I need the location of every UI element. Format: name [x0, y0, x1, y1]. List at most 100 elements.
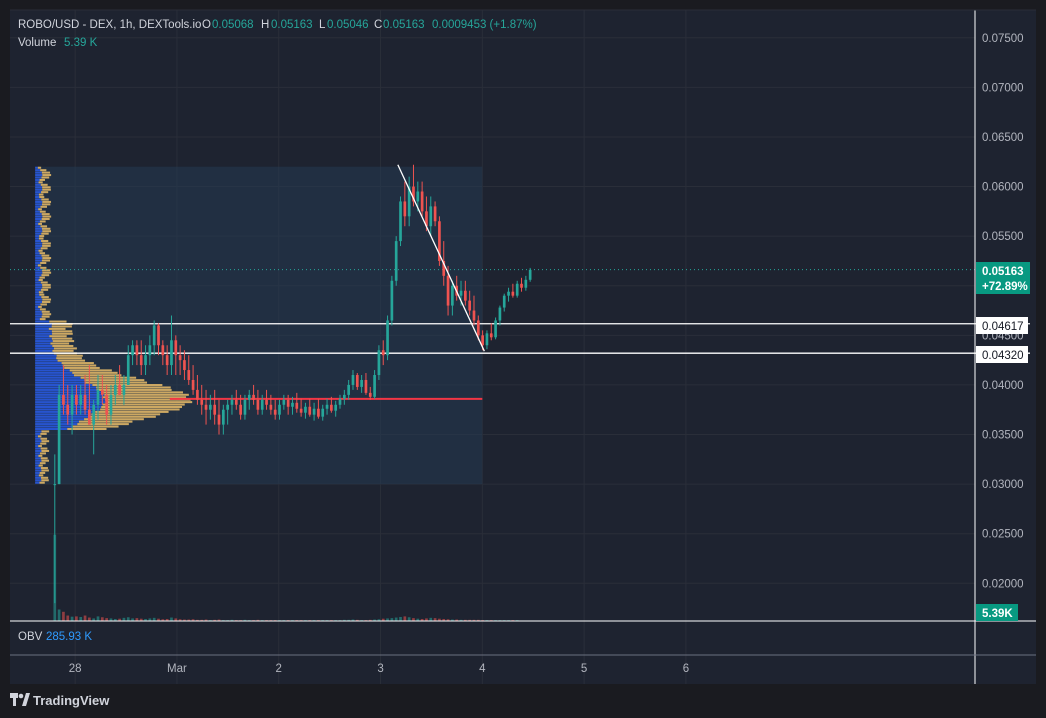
- candle-body: [204, 404, 208, 410]
- candle-body: [390, 280, 394, 321]
- candle-body: [200, 399, 204, 405]
- volume-bar: [342, 619, 346, 621]
- volume-bar: [92, 618, 96, 621]
- volume-profile-row-down: [40, 447, 48, 450]
- volume-profile-row-down: [39, 235, 45, 238]
- volume-bar: [459, 619, 463, 621]
- candle-body: [291, 402, 294, 407]
- volume-profile-row-up: [35, 476, 42, 479]
- candle-body: [420, 191, 424, 212]
- candle-body: [122, 384, 126, 395]
- volume-profile-box: [35, 166, 483, 485]
- volume-profile-row-up: [35, 215, 43, 218]
- volume-profile-row-down: [40, 281, 48, 284]
- volume-bar: [412, 618, 415, 621]
- candle-body: [308, 406, 312, 415]
- volume-profile-row-down: [38, 237, 44, 240]
- volume-profile-row-up: [35, 376, 81, 379]
- obv-label[interactable]: OBV: [18, 631, 43, 643]
- volume-profile-row-up: [35, 427, 68, 431]
- candle-body: [317, 408, 320, 417]
- volume-profile-row-down: [69, 369, 112, 372]
- tradingview-logo-icon[interactable]: [10, 693, 30, 706]
- volume-profile-row-up: [35, 437, 41, 440]
- volume-bar: [79, 616, 83, 621]
- volume-profile-row-up: [35, 357, 57, 360]
- volume-profile-row-up: [35, 474, 39, 477]
- candle-body: [360, 379, 363, 387]
- volume-bar: [100, 617, 104, 621]
- symbol-title[interactable]: ROBO/USD - DEX, 1h, DEXTools.io: [18, 19, 201, 31]
- candle-body: [386, 320, 389, 356]
- ohlc-o-value: 0.05068: [212, 19, 254, 31]
- candle-body: [92, 404, 96, 425]
- candle-body: [269, 404, 273, 410]
- y-tick-label: 0.05500: [982, 231, 1024, 243]
- volume-bar: [122, 617, 126, 621]
- volume-profile-row-up: [35, 274, 42, 277]
- candle-body: [347, 384, 350, 395]
- candle-body: [438, 221, 441, 261]
- volume-profile-row-down: [52, 340, 75, 343]
- volume-profile-row-up: [35, 237, 39, 240]
- candle-body: [174, 340, 178, 356]
- volume-label[interactable]: Volume: [18, 37, 56, 49]
- volume-bar: [148, 618, 152, 621]
- volume-profile-row-up: [35, 205, 41, 208]
- volume-profile-row-down: [42, 283, 51, 286]
- volume-bar: [83, 615, 87, 621]
- volume-bar: [420, 618, 424, 621]
- volume-profile-row-up: [35, 347, 54, 350]
- tradingview-brand[interactable]: TradingView: [33, 693, 110, 708]
- volume-profile-row-up: [35, 169, 41, 172]
- volume-bar: [438, 618, 441, 621]
- candle-body: [165, 355, 169, 366]
- volume-profile-row-up: [35, 230, 43, 233]
- volume-bar: [429, 617, 433, 621]
- volume-profile-row-down: [84, 379, 145, 382]
- volume-bar: [200, 619, 204, 621]
- volume-profile-row-up: [35, 208, 39, 211]
- volume-profile-row-up: [35, 225, 41, 228]
- last-price-value: 0.05163: [982, 266, 1024, 278]
- volume-bar: [256, 619, 260, 621]
- volume-profile-row-up: [35, 327, 49, 330]
- volume-bar: [213, 619, 217, 621]
- volume-profile-row-up: [35, 222, 39, 225]
- volume-bar: [131, 618, 134, 621]
- volume-profile-row-up: [35, 447, 41, 450]
- volume-profile-row-down: [42, 313, 52, 316]
- volume-bar: [433, 618, 437, 621]
- volume-profile-row-down: [67, 427, 107, 431]
- candle-body: [464, 290, 467, 301]
- volume-profile-row-down: [103, 396, 187, 399]
- volume-profile-row-down: [41, 203, 51, 206]
- candle-body: [252, 394, 255, 400]
- volume-profile-row-down: [42, 298, 52, 301]
- volume-profile-row-up: [35, 462, 40, 465]
- volume-bar: [407, 617, 411, 621]
- volume-profile-row-down: [41, 259, 51, 262]
- x-tick-label: 5: [581, 663, 587, 675]
- volume-bar: [183, 619, 186, 621]
- volume-bar: [416, 618, 420, 621]
- volume-bar: [139, 618, 143, 621]
- volume-profile-row-down: [38, 454, 43, 457]
- volume-profile-row-up: [35, 288, 41, 291]
- candle-body: [139, 355, 143, 366]
- volume-profile-row-down: [38, 291, 44, 294]
- volume-bar: [373, 619, 376, 621]
- trendline[interactable]: [397, 164, 485, 352]
- volume-profile-row-down: [38, 305, 42, 308]
- volume-profile-row-up: [35, 398, 106, 401]
- volume-bar: [109, 618, 113, 621]
- candle-body: [118, 384, 121, 395]
- volume-profile-row-down: [40, 457, 48, 460]
- y-tick-label: 0.03000: [982, 479, 1024, 491]
- volume-bar: [377, 619, 381, 621]
- volume-bar: [88, 617, 91, 621]
- volume-profile-row-down: [42, 227, 51, 230]
- volume-profile-row-up: [35, 291, 39, 294]
- volume-profile-row-down: [39, 178, 45, 181]
